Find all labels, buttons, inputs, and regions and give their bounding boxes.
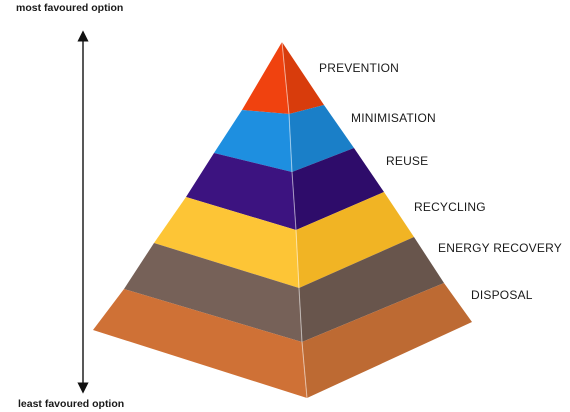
tier-disposal-right-face: [302, 283, 472, 398]
most-favoured-label: most favoured option: [16, 2, 124, 14]
tier-label-reuse: REUSE: [386, 154, 429, 168]
tier-reuse-left-face: [186, 153, 296, 230]
tier-label-energy-recovery: ENERGY RECOVERY: [438, 241, 562, 255]
tier-recycling-right-face: [296, 192, 414, 288]
least-favoured-label: least favoured option: [18, 398, 125, 410]
tier-energy-recovery-right-face: [299, 237, 444, 342]
tier-label-minimisation: MINIMISATION: [351, 111, 436, 125]
tier-label-prevention: PREVENTION: [319, 61, 400, 75]
tier-disposal-left-face: [93, 289, 307, 398]
tier-minimisation-right-face: [289, 105, 354, 172]
tier-label-disposal: DISPOSAL: [471, 288, 533, 302]
tier-minimisation-left-face: [214, 110, 292, 172]
tier-prevention-right-face: [282, 42, 324, 114]
tier-label-recycling: RECYCLING: [414, 200, 486, 214]
tier-prevention-left-face: [242, 42, 289, 114]
tier-energy-recovery-left-face: [124, 243, 302, 342]
pyramid-ridge: [281, 41, 308, 399]
tier-recycling-left-face: [154, 197, 299, 288]
tier-reuse-right-face: [292, 148, 384, 230]
